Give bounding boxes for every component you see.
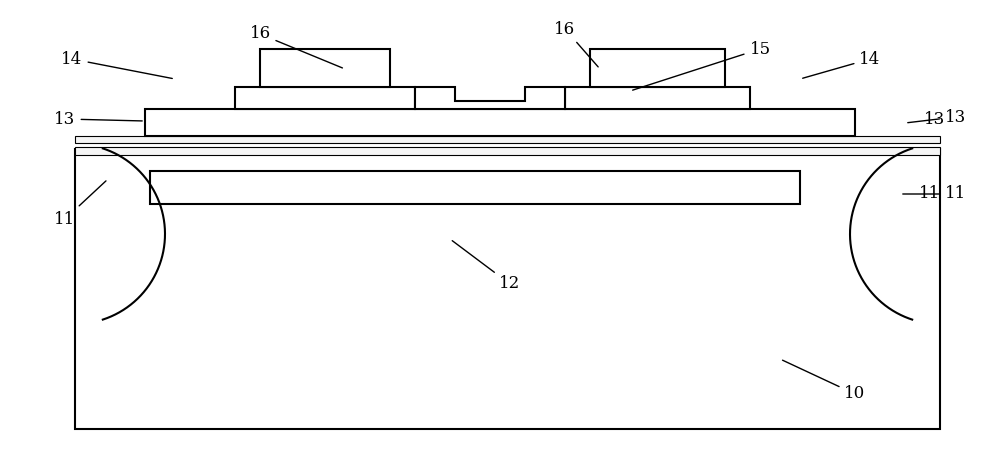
Text: 16: 16 (554, 21, 598, 67)
Bar (75, 149, 940, 429)
Text: 15: 15 (633, 40, 771, 90)
Polygon shape (415, 87, 565, 109)
Bar (150, 171, 800, 204)
Bar (75, 136, 940, 143)
Text: 16: 16 (249, 26, 342, 68)
Text: 13: 13 (924, 110, 946, 128)
Bar (75, 147, 940, 155)
Text: 12: 12 (452, 241, 521, 292)
Text: 10: 10 (783, 360, 866, 402)
Text: 14: 14 (803, 50, 881, 78)
Bar (235, 87, 415, 109)
Bar (260, 49, 390, 87)
Text: 11: 11 (54, 181, 106, 228)
Text: 11: 11 (903, 185, 966, 202)
Text: 13: 13 (908, 109, 966, 126)
Bar (590, 49, 725, 87)
Text: 14: 14 (61, 50, 172, 79)
Text: 13: 13 (54, 110, 142, 128)
Bar (145, 109, 855, 136)
Text: 11: 11 (919, 185, 941, 202)
Bar (565, 87, 750, 109)
